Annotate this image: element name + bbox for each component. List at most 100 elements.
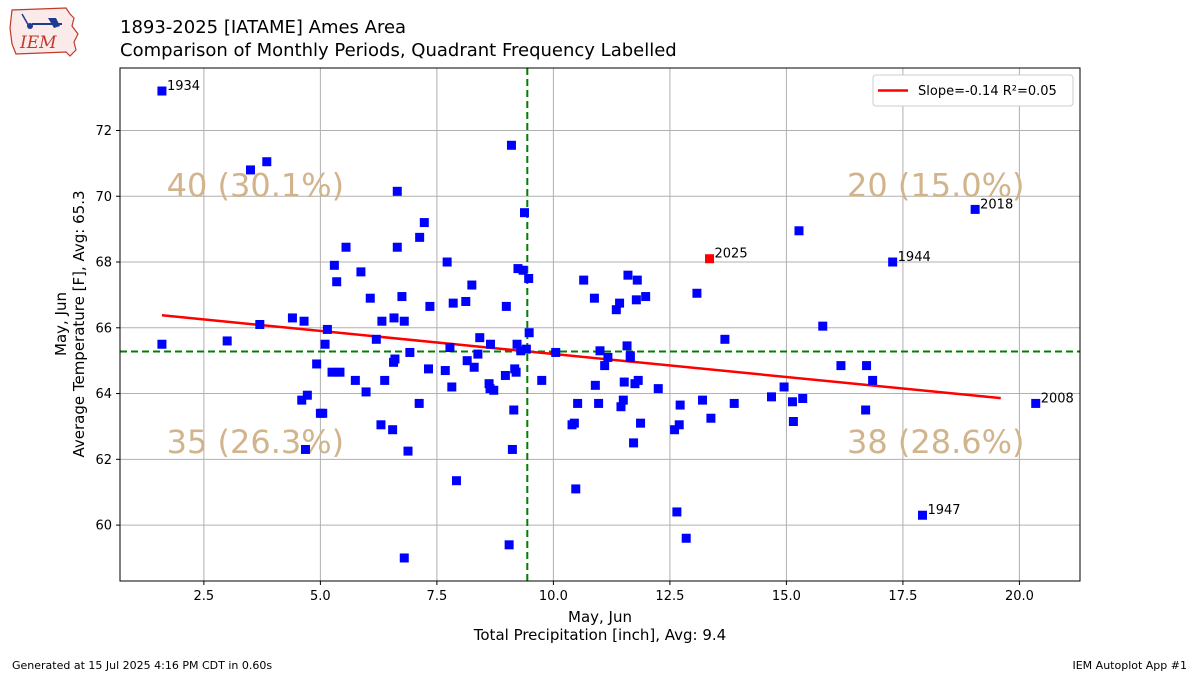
data-point — [590, 380, 600, 390]
data-point — [729, 398, 739, 408]
year-annotation: 2018 — [980, 197, 1013, 212]
data-point — [318, 408, 328, 418]
x-tick-label: 5.0 — [310, 589, 331, 604]
data-point — [157, 86, 167, 96]
highlight-point-2025 — [705, 254, 715, 264]
data-point — [157, 339, 167, 349]
data-point — [504, 540, 514, 550]
data-point — [419, 218, 429, 228]
data-point — [798, 393, 808, 403]
data-point — [625, 352, 635, 362]
grid — [120, 68, 1080, 581]
data-point — [425, 301, 435, 311]
x-tick-label: 2.5 — [194, 589, 215, 604]
data-point — [861, 405, 871, 415]
data-point — [475, 333, 485, 343]
data-point — [619, 377, 629, 387]
data-point — [603, 352, 613, 362]
x-tick-label: 20.0 — [1005, 589, 1034, 604]
data-point — [551, 347, 561, 357]
data-point — [509, 405, 519, 415]
x-tick-label: 17.5 — [888, 589, 917, 604]
y-tick-label: 68 — [95, 256, 112, 271]
data-point — [511, 367, 521, 377]
data-point — [399, 316, 409, 326]
data-point — [341, 242, 351, 252]
legend-label: Slope=-0.14 R²=0.05 — [918, 84, 1057, 99]
y-tick-label: 70 — [95, 190, 112, 205]
y-tick-label: 60 — [95, 519, 112, 534]
x-tick-label: 12.5 — [655, 589, 684, 604]
quadrant-label: 20 (15.0%) — [847, 166, 1025, 204]
data-point — [389, 313, 399, 323]
data-point — [629, 438, 639, 448]
data-point — [255, 320, 265, 329]
x-tick-label: 10.0 — [539, 589, 568, 604]
data-point — [633, 375, 643, 385]
quadrant-label: 35 (26.3%) — [167, 423, 345, 461]
data-point — [445, 343, 455, 353]
data-point — [392, 186, 402, 196]
data-point — [512, 339, 522, 349]
data-point — [300, 444, 310, 454]
data-point — [779, 382, 789, 392]
data-point — [447, 382, 457, 392]
quadrant-label: 38 (28.6%) — [847, 423, 1025, 461]
data-point — [623, 270, 633, 280]
data-point — [485, 339, 495, 349]
data-point — [506, 140, 516, 150]
year-annotation: 1934 — [167, 79, 200, 94]
data-point — [392, 242, 402, 252]
x-tick-label: 15.0 — [772, 589, 801, 604]
data-point — [594, 398, 604, 408]
data-point — [377, 316, 387, 326]
data-point — [888, 257, 898, 267]
data-point — [312, 359, 322, 369]
data-point — [524, 273, 534, 283]
data-point — [320, 339, 330, 349]
data-point — [403, 446, 413, 456]
data-point — [862, 361, 872, 371]
data-point — [615, 298, 625, 308]
year-annotation: 2025 — [715, 247, 748, 262]
data-point — [589, 293, 599, 303]
data-point — [520, 208, 530, 218]
data-point — [302, 390, 312, 400]
data-point — [579, 275, 589, 285]
data-point — [766, 392, 776, 402]
data-point — [322, 324, 332, 334]
data-point — [405, 347, 415, 357]
data-point — [442, 257, 452, 267]
data-point — [632, 275, 642, 285]
year-annotation: 1947 — [927, 503, 960, 518]
data-point — [706, 413, 716, 423]
y-axis-label: May, Jun Average Temperature [F], Avg: 6… — [52, 190, 88, 457]
year-annotation: 1944 — [898, 250, 931, 265]
data-point — [287, 313, 297, 323]
data-point — [537, 375, 547, 385]
data-point — [500, 370, 510, 380]
axis-ticks: 2.5 5.0 7.5 10.0 12.5 15.0 17.5 20.0 60 62 64 66 68 7… — [95, 124, 1033, 604]
quadrant-label: 40 (30.1%) — [167, 166, 345, 204]
data-point — [836, 361, 846, 371]
data-point — [327, 367, 337, 377]
generated-timestamp: Generated at 15 Jul 2025 4:16 PM CDT in … — [12, 659, 273, 672]
data-point — [335, 367, 345, 377]
data-point — [788, 417, 798, 427]
data-point — [675, 400, 685, 410]
data-point — [794, 226, 804, 236]
data-point — [868, 375, 878, 385]
data-point — [399, 553, 409, 563]
x-axis-label-line2: Total Precipitation [inch], Avg: 9.4 — [473, 626, 726, 644]
data-point — [720, 334, 730, 344]
data-point — [641, 292, 651, 302]
data-point — [380, 375, 390, 385]
data-point — [262, 157, 272, 167]
logo-text: IEM — [19, 33, 57, 53]
regression-line — [161, 314, 1001, 400]
legend-box — [872, 74, 1074, 107]
plot-frame — [119, 67, 1081, 582]
data-point — [356, 267, 366, 277]
chart-title: 1893-2025 [IATAME] Ames Area — [120, 17, 407, 38]
